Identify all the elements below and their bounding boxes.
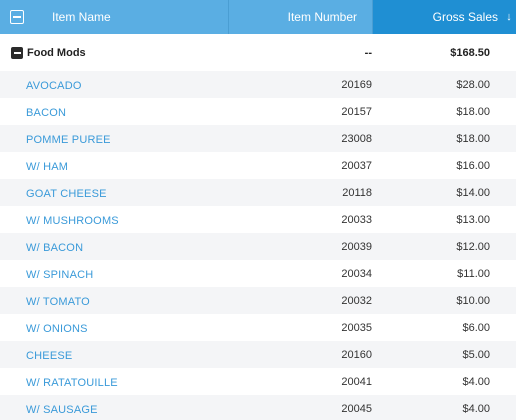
item-name-link[interactable]: POMME PUREE xyxy=(26,133,111,146)
group-name-cell: Food Mods xyxy=(0,34,229,71)
column-header-label: Item Name xyxy=(52,10,111,24)
item-name-cell: CHEESE xyxy=(0,348,229,362)
item-list: AVOCADO 20169 $28.00 BACON 20157 $18.00 POMME … xyxy=(0,71,516,420)
item-name-link[interactable]: W/ ONIONS xyxy=(26,322,88,335)
item-name-cell: W/ BACON xyxy=(0,240,229,254)
column-header-label: Gross Sales xyxy=(432,10,498,24)
item-number: 20039 xyxy=(341,240,372,253)
gross-sales-value: $4.00 xyxy=(462,375,490,388)
item-number: 20118 xyxy=(342,186,372,199)
item-name-cell: W/ ONIONS xyxy=(0,321,229,335)
table-row: GOAT CHEESE 20118 $14.00 xyxy=(0,179,516,206)
item-number: 20169 xyxy=(341,78,372,91)
arrow-down-icon[interactable]: ↓ xyxy=(506,11,512,23)
table-row: W/ HAM 20037 $16.00 xyxy=(0,152,516,179)
item-name-link[interactable]: W/ TOMATO xyxy=(26,295,90,308)
gross-sales-value: $11.00 xyxy=(457,267,490,280)
item-number: 20157 xyxy=(341,105,372,118)
column-header-item-name[interactable]: Item Name xyxy=(0,0,229,34)
item-name-cell: GOAT CHEESE xyxy=(0,186,229,200)
item-name-cell: AVOCADO xyxy=(0,78,229,92)
table-row: AVOCADO 20169 $28.00 xyxy=(0,71,516,98)
item-name-cell: W/ SPINACH xyxy=(0,267,229,281)
item-number: 23008 xyxy=(341,132,372,145)
table-row: BACON 20157 $18.00 xyxy=(0,98,516,125)
gross-sales-value: $10.00 xyxy=(456,294,490,307)
item-name-link[interactable]: GOAT CHEESE xyxy=(26,187,107,200)
item-name-cell: W/ RATATOUILLE xyxy=(0,375,229,389)
column-header-gross-sales[interactable]: Gross Sales ↓ xyxy=(373,0,516,34)
item-number: 20032 xyxy=(341,294,372,307)
table-row: W/ SPINACH 20034 $11.00 xyxy=(0,260,516,287)
gross-sales-value: $13.00 xyxy=(456,213,490,226)
item-name-link[interactable]: W/ HAM xyxy=(26,160,69,173)
group-number: -- xyxy=(364,46,372,59)
gross-sales-value: $12.00 xyxy=(456,240,490,253)
item-number: 20160 xyxy=(341,348,372,361)
item-name-link[interactable]: W/ SAUSAGE xyxy=(26,403,98,416)
item-name-cell: W/ MUSHROOMS xyxy=(0,213,229,227)
table-row: W/ ONIONS 20035 $6.00 xyxy=(0,314,516,341)
gross-sales-value: $28.00 xyxy=(456,78,490,91)
group-row-food-mods[interactable]: Food Mods -- $168.50 xyxy=(0,34,516,71)
gross-sales-value: $18.00 xyxy=(456,132,490,145)
grid-header: Item Name Item Number Gross Sales ↓ xyxy=(0,0,516,34)
item-name-link[interactable]: W/ BACON xyxy=(26,241,84,254)
item-name-link[interactable]: BACON xyxy=(26,106,67,119)
item-name-link[interactable]: CHEESE xyxy=(26,349,73,362)
item-name-cell: BACON xyxy=(0,105,229,119)
collapse-group-icon[interactable] xyxy=(11,47,23,59)
item-name-cell: W/ HAM xyxy=(0,159,229,173)
column-header-label: Item Number xyxy=(287,10,357,24)
gross-sales-value: $6.00 xyxy=(462,321,490,334)
column-header-item-number[interactable]: Item Number xyxy=(229,0,373,34)
item-name-link[interactable]: W/ RATATOUILLE xyxy=(26,376,118,389)
item-name-link[interactable]: W/ SPINACH xyxy=(26,268,94,281)
table-row: W/ TOMATO 20032 $10.00 xyxy=(0,287,516,314)
item-number: 20045 xyxy=(341,402,372,415)
item-number: 20041 xyxy=(341,375,372,388)
item-name-link[interactable]: W/ MUSHROOMS xyxy=(26,214,119,227)
item-number: 20033 xyxy=(341,213,372,226)
item-name-cell: W/ SAUSAGE xyxy=(0,402,229,416)
item-number: 20034 xyxy=(341,267,372,280)
gross-sales-value: $4.00 xyxy=(462,402,490,415)
item-name-cell: W/ TOMATO xyxy=(0,294,229,308)
item-name-cell: POMME PUREE xyxy=(0,132,229,146)
gross-sales-value: $16.00 xyxy=(456,159,490,172)
table-row: W/ RATATOUILLE 20041 $4.00 xyxy=(0,368,516,395)
collapse-all-icon[interactable] xyxy=(10,10,24,24)
table-row: W/ BACON 20039 $12.00 xyxy=(0,233,516,260)
group-sales-total: $168.50 xyxy=(450,46,490,59)
table-row: CHEESE 20160 $5.00 xyxy=(0,341,516,368)
table-row: W/ MUSHROOMS 20033 $13.00 xyxy=(0,206,516,233)
item-number: 20035 xyxy=(341,321,372,334)
gross-sales-value: $5.00 xyxy=(462,348,490,361)
group-label: Food Mods xyxy=(27,46,86,59)
gross-sales-value: $18.00 xyxy=(456,105,490,118)
item-name-link[interactable]: AVOCADO xyxy=(26,79,82,92)
table-row: W/ SAUSAGE 20045 $4.00 xyxy=(0,395,516,420)
item-number: 20037 xyxy=(341,159,372,172)
table-row: POMME PUREE 23008 $18.00 xyxy=(0,125,516,152)
gross-sales-value: $14.00 xyxy=(456,186,490,199)
